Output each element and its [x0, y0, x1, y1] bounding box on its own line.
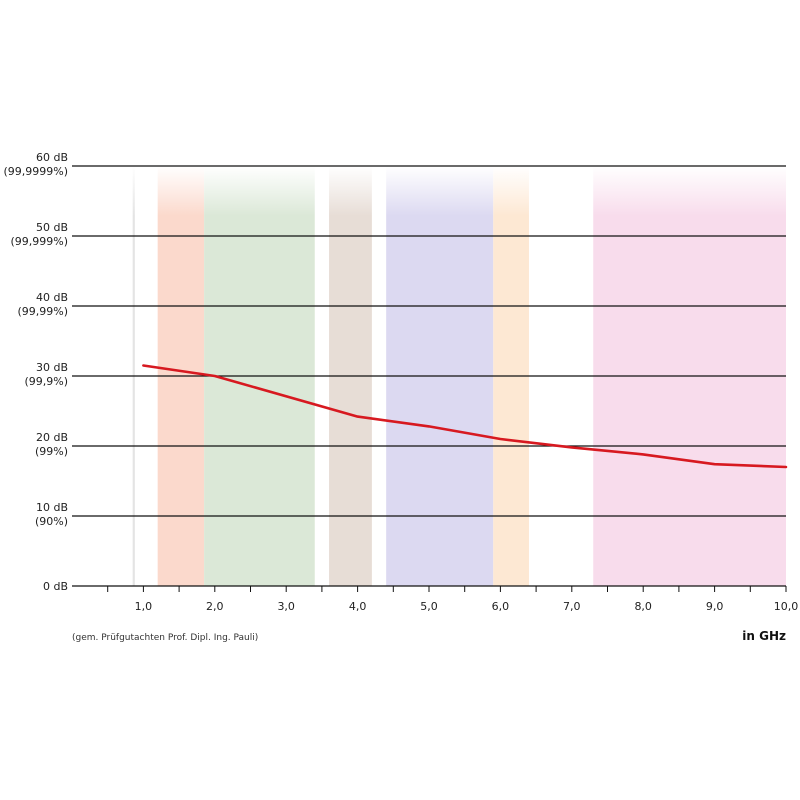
x-tick-label: 2,0 — [206, 600, 224, 613]
series-line — [142, 364, 788, 469]
x-tick-label: 8,0 — [634, 600, 652, 613]
y-tick-percent: (99%) — [35, 445, 68, 458]
y-tick-label: 20 dB — [36, 431, 68, 444]
y-tick-label: 40 dB — [36, 291, 68, 304]
y-tick-percent: (99,999%) — [10, 235, 68, 248]
y-tick-label: 60 dB — [36, 151, 68, 164]
x-tick-label: 7,0 — [563, 600, 581, 613]
y-tick-percent: (90%) — [35, 515, 68, 528]
footnote: (gem. Prüfgutachten Prof. Dipl. Ing. Pau… — [72, 633, 258, 643]
x-axis-unit: in GHz — [742, 629, 786, 643]
y-tick-label: 30 dB — [36, 361, 68, 374]
x-tick-label: 1,0 — [135, 600, 153, 613]
y-tick-label: 50 dB — [36, 221, 68, 234]
x-tick-label: 10,0 — [774, 600, 799, 613]
x-tick-label: 5,0 — [420, 600, 438, 613]
y-tick-label: 10 dB — [36, 501, 68, 514]
y-tick-percent: (99,99%) — [17, 305, 68, 318]
y-tick-percent: (99,9999%) — [3, 165, 68, 178]
x-tick-label: 4,0 — [349, 600, 367, 613]
x-tick-label: 6,0 — [492, 600, 510, 613]
x-tick-label: 9,0 — [706, 600, 724, 613]
band-top-fade — [72, 166, 788, 216]
y-tick-label: 0 dB — [43, 580, 68, 593]
x-tick-label: 3,0 — [277, 600, 295, 613]
y-tick-percent: (99,9%) — [24, 375, 68, 388]
